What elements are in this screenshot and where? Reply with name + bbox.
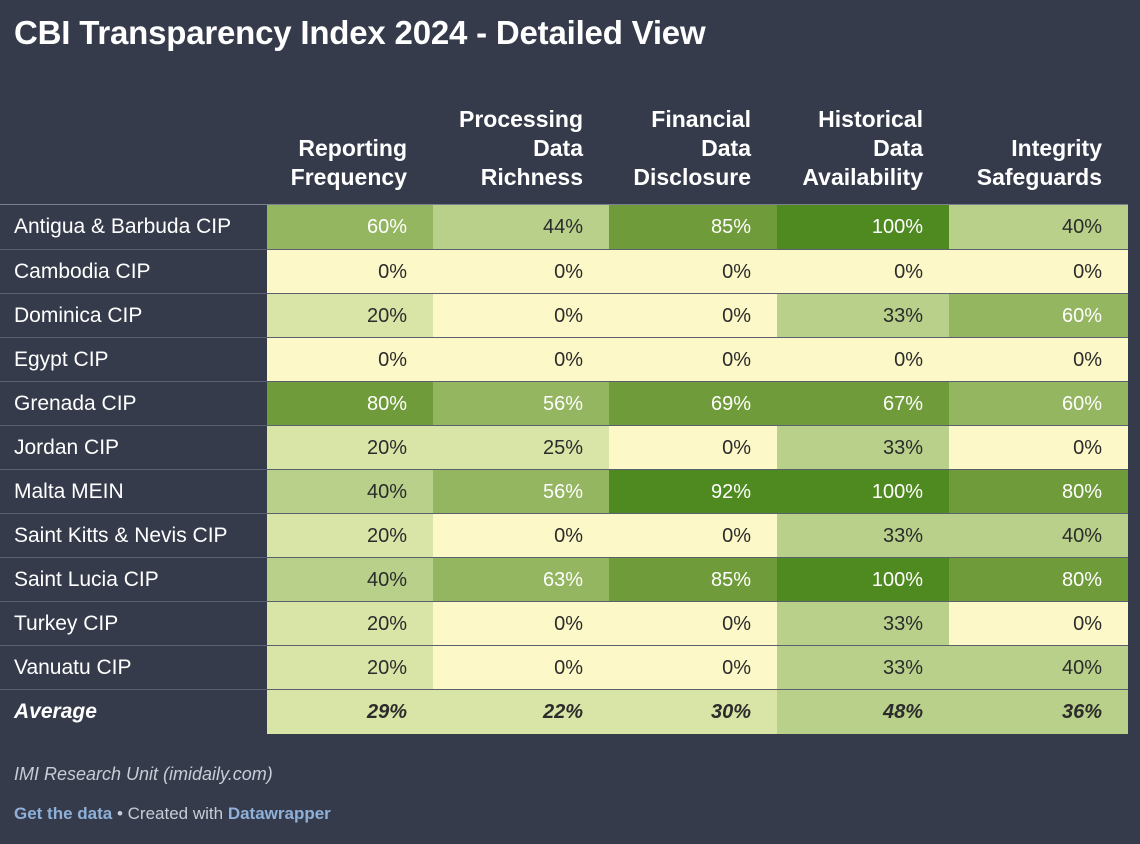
table-cell: 80%	[949, 470, 1128, 514]
table-row: Malta MEIN 40% 56% 92% 100% 80%	[0, 469, 1128, 514]
table-row: Saint Kitts & Nevis CIP 20% 0% 0% 33% 40%	[0, 513, 1128, 558]
page-title: CBI Transparency Index 2024 - Detailed V…	[14, 14, 706, 51]
table-cell: 100%	[777, 470, 949, 514]
table-cell: 0%	[609, 250, 777, 294]
table-cell: 44%	[433, 205, 609, 249]
table-cell: 0%	[433, 294, 609, 338]
table-cell: 29%	[267, 690, 433, 734]
column-header: Processing Data Richness	[459, 106, 583, 190]
table-cell: 33%	[777, 602, 949, 646]
table-row: Jordan CIP 20% 25% 0% 33% 0%	[0, 425, 1128, 470]
row-label: Average	[14, 700, 97, 723]
table-cell: 0%	[433, 338, 609, 382]
row-label: Egypt CIP	[14, 348, 109, 371]
row-label: Saint Kitts & Nevis CIP	[14, 524, 228, 547]
table-row: Antigua & Barbuda CIP 60% 44% 85% 100% 40%	[0, 205, 1128, 249]
get-the-data-link[interactable]: Get the data	[14, 804, 113, 823]
table-cell: 0%	[609, 338, 777, 382]
table-cell: 0%	[267, 338, 433, 382]
row-label: Jordan CIP	[14, 436, 120, 459]
table-cell: 36%	[949, 690, 1128, 734]
table-row: Vanuatu CIP 20% 0% 0% 33% 40%	[0, 645, 1128, 690]
table-cell: 60%	[949, 382, 1128, 426]
table-cell: 30%	[609, 690, 777, 734]
table-cell: 0%	[949, 426, 1128, 470]
table-cell: 22%	[433, 690, 609, 734]
table-cell: 40%	[949, 646, 1128, 690]
table-row: Egypt CIP 0% 0% 0% 0% 0%	[0, 337, 1128, 382]
table-cell: 0%	[777, 250, 949, 294]
table-cell: 60%	[949, 294, 1128, 338]
row-label: Cambodia CIP	[14, 260, 151, 283]
table-cell: 0%	[609, 426, 777, 470]
source-note: IMI Research Unit (imidaily.com)	[14, 764, 273, 784]
footer-separator: • Created with	[112, 804, 228, 823]
table-cell: 0%	[949, 338, 1128, 382]
table-cell: 100%	[777, 558, 949, 602]
table-cell: 20%	[267, 426, 433, 470]
table-cell: 63%	[433, 558, 609, 602]
table-cell: 85%	[609, 558, 777, 602]
table-row: Turkey CIP 20% 0% 0% 33% 0%	[0, 601, 1128, 646]
table-cell: 40%	[267, 558, 433, 602]
row-label: Antigua & Barbuda CIP	[14, 215, 232, 238]
table-cell: 33%	[777, 646, 949, 690]
row-label: Malta MEIN	[14, 480, 124, 503]
table-cell: 0%	[433, 602, 609, 646]
row-label: Dominica CIP	[14, 304, 143, 327]
table-cell: 20%	[267, 514, 433, 558]
table-cell: 80%	[949, 558, 1128, 602]
table-cell: 33%	[777, 426, 949, 470]
table-cell: 60%	[267, 205, 433, 249]
table-cell: 92%	[609, 470, 777, 514]
table-cell: 56%	[433, 382, 609, 426]
table-row: Cambodia CIP 0% 0% 0% 0% 0%	[0, 249, 1128, 294]
footer: Get the data • Created with Datawrapper	[14, 804, 331, 824]
table-cell: 67%	[777, 382, 949, 426]
table-cell: 25%	[433, 426, 609, 470]
row-label: Vanuatu CIP	[14, 656, 132, 679]
table-cell: 33%	[777, 514, 949, 558]
table-cell: 100%	[777, 205, 949, 249]
column-header: Historical Data Availability	[802, 106, 923, 190]
table-cell: 85%	[609, 205, 777, 249]
table-cell: 0%	[433, 646, 609, 690]
table-cell: 40%	[267, 470, 433, 514]
table-cell: 0%	[267, 250, 433, 294]
table-row: Saint Lucia CIP 40% 63% 85% 100% 80%	[0, 557, 1128, 602]
header-divider	[0, 204, 1128, 205]
table-row: Dominica CIP 20% 0% 0% 33% 60%	[0, 293, 1128, 338]
table-cell: 69%	[609, 382, 777, 426]
row-label: Grenada CIP	[14, 392, 137, 415]
table-cell: 0%	[949, 602, 1128, 646]
table-cell: 0%	[609, 514, 777, 558]
table-cell: 20%	[267, 294, 433, 338]
table-row: Grenada CIP 80% 56% 69% 67% 60%	[0, 381, 1128, 426]
row-label: Saint Lucia CIP	[14, 568, 159, 591]
table-cell: 33%	[777, 294, 949, 338]
table-cell: 40%	[949, 514, 1128, 558]
table-cell: 20%	[267, 602, 433, 646]
table-cell: 20%	[267, 646, 433, 690]
table-cell: 0%	[433, 250, 609, 294]
table-cell: 0%	[609, 294, 777, 338]
table-cell: 0%	[609, 602, 777, 646]
table-cell: 0%	[609, 646, 777, 690]
column-header: Financial Data Disclosure	[633, 106, 751, 190]
table-cell: 56%	[433, 470, 609, 514]
average-row: Average 29% 22% 30% 48% 36%	[0, 689, 1128, 734]
table-cell: 80%	[267, 382, 433, 426]
table-cell: 48%	[777, 690, 949, 734]
column-header: Integrity Safeguards	[976, 135, 1102, 190]
table-cell: 0%	[949, 250, 1128, 294]
table-cell: 40%	[949, 205, 1128, 249]
table-cell: 0%	[433, 514, 609, 558]
column-header: Reporting Frequency	[290, 135, 407, 190]
datawrapper-link[interactable]: Datawrapper	[227, 804, 331, 823]
row-label: Turkey CIP	[14, 612, 119, 635]
table-cell: 0%	[777, 338, 949, 382]
